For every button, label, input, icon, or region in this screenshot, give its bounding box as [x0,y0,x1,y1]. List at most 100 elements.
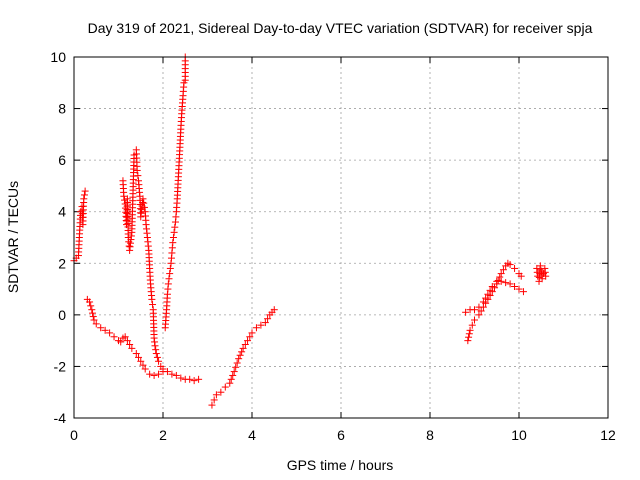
data-point [169,239,177,247]
data-point [87,302,95,310]
x-tick-label: 2 [159,427,167,443]
data-point [229,371,237,379]
data-point [486,292,494,300]
x-tick-label: 0 [70,427,78,443]
data-point [169,234,177,241]
data-point [117,338,125,346]
data-point [464,337,472,345]
data-point [471,316,478,324]
x-axis-label: GPS time / hours [287,457,394,473]
data-point [462,308,470,316]
data-point [244,337,252,345]
data-point [121,333,129,341]
data-point [264,315,272,323]
data-point [465,330,473,338]
data-point [210,396,218,404]
y-tick-label: -2 [54,358,67,374]
data-point [155,370,163,378]
data-point [153,353,161,361]
data-point [496,273,504,281]
data-point [170,228,178,236]
y-tick-label: 8 [58,101,66,117]
data-point [134,172,142,180]
x-tick-label: 8 [426,427,434,443]
data-point [468,321,476,329]
data-point [227,375,235,383]
data-point [190,377,198,385]
data-point [166,264,174,272]
data-point [506,261,514,269]
data-point [217,388,225,396]
data-point [235,355,243,363]
y-axis-label: SDTVAR / TECUs [5,181,21,293]
data-point [146,370,154,378]
data-point [159,365,167,373]
data-point [236,351,244,359]
data-point [502,279,510,287]
data-point [132,350,140,358]
data-point [494,276,502,284]
data-point [89,313,97,321]
data-point [172,371,180,379]
data-point [133,166,141,174]
data-point [126,341,134,349]
data-point [149,301,157,309]
data-point [497,277,505,285]
data-point [140,203,148,211]
data-point [517,272,525,280]
data-point [139,195,147,203]
data-point [233,359,241,367]
x-tick-label: 12 [600,427,616,443]
y-tick-label: 2 [58,255,66,271]
data-point [164,280,172,288]
data-point [123,337,131,345]
x-tick-label: 6 [337,427,345,443]
data-point [466,326,474,334]
data-point [106,329,114,337]
data-point [155,357,163,365]
data-point [482,299,490,307]
data-point [257,321,265,329]
y-tick-label: 4 [58,204,66,220]
data-point [177,374,185,382]
data-point [515,285,523,293]
data-point [506,280,514,288]
data-point [270,306,278,314]
data-point [479,303,487,311]
data-point [519,288,527,296]
data-point [88,306,96,314]
data-point [499,266,507,274]
data-point [128,344,136,352]
data-point [542,272,550,280]
data-point [538,275,546,283]
x-tick-label: 10 [511,427,527,443]
data-point [511,282,519,290]
data-point [261,319,269,327]
data-point [226,379,234,387]
data-point [110,333,118,341]
x-tick-label: 4 [248,427,256,443]
data-point [140,199,148,207]
data-point [252,324,260,332]
data-point [239,344,247,352]
data-point [241,341,249,349]
y-tick-label: 6 [58,152,66,168]
data-point [166,270,174,278]
chart-title: Day 319 of 2021, Sidereal Day-to-day VTE… [88,20,593,36]
data-point [475,311,483,319]
data-point [208,401,216,409]
data-point [212,391,220,399]
data-point [152,350,160,358]
data-point [493,280,501,288]
plot-frame [73,56,609,419]
data-point [152,346,160,354]
data-point [90,316,98,324]
data-point [148,295,156,303]
data-point [246,333,254,341]
data-point [139,361,147,369]
data-point [168,370,176,378]
data-point [92,320,100,328]
data-point [150,371,158,379]
data-point [86,298,94,306]
